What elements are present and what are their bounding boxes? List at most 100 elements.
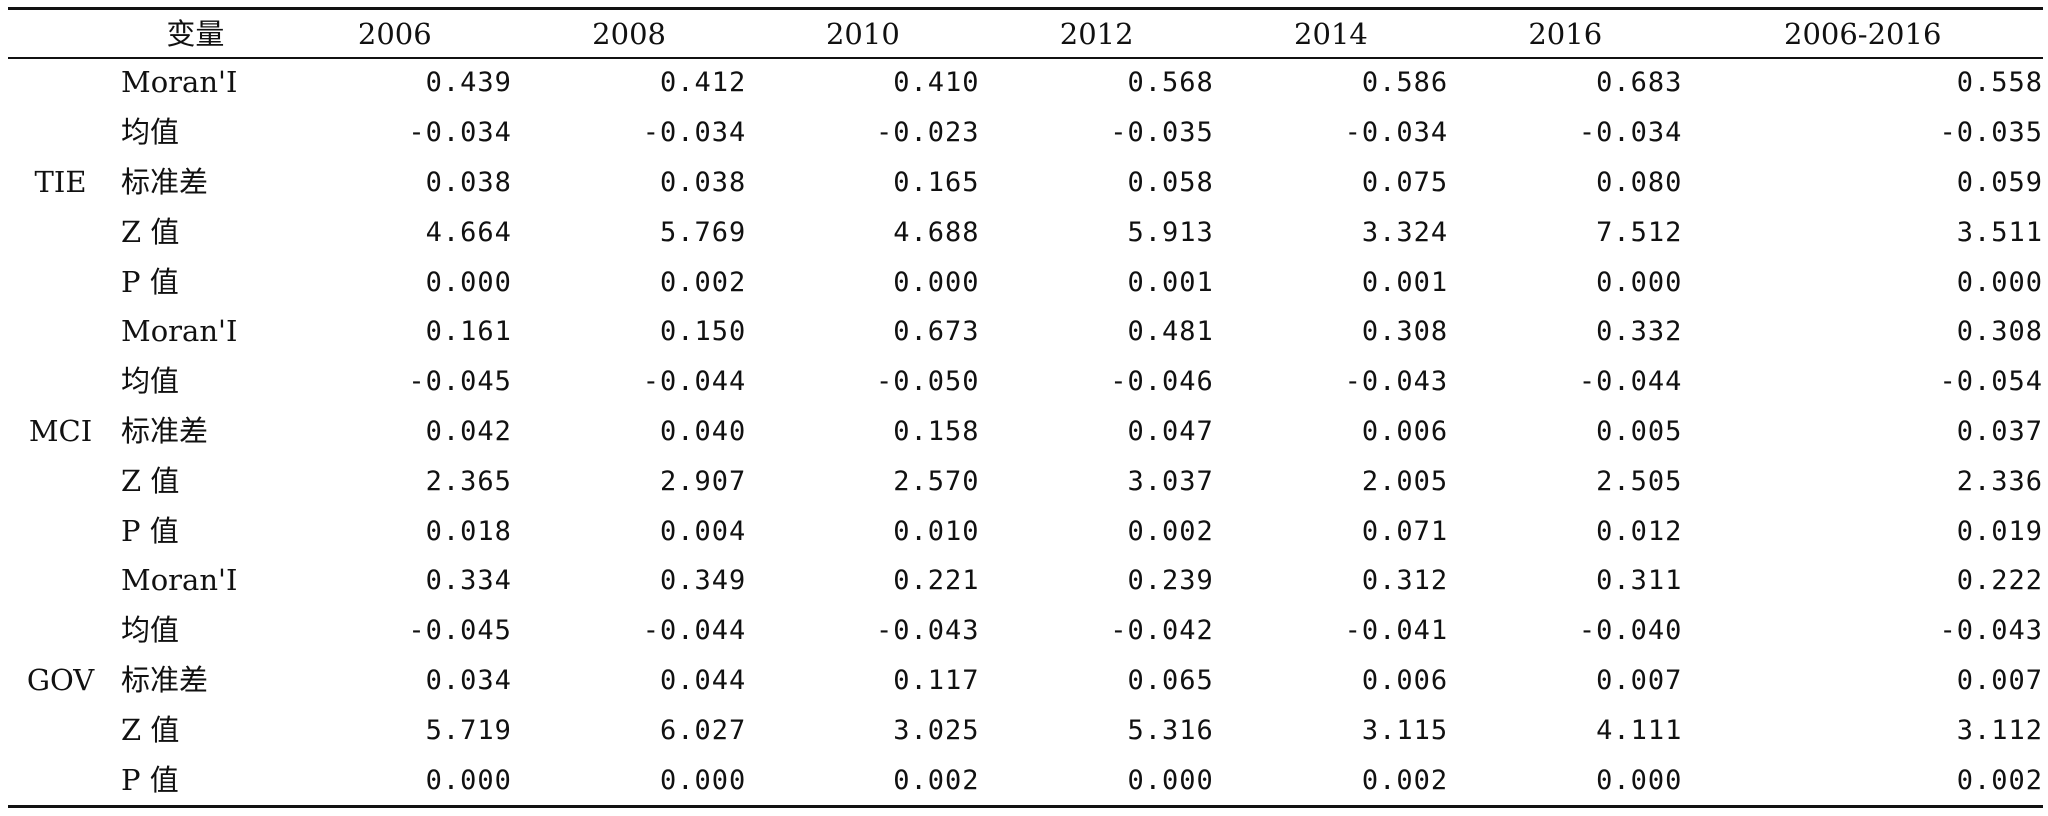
value-cell: 0.007 <box>1596 664 1683 696</box>
stat-label: Z 值 <box>121 463 180 498</box>
value-cell: 0.002 <box>659 266 747 298</box>
header-2008: 2008 <box>592 16 666 51</box>
stat-label: 均值 <box>121 115 180 150</box>
value-cell: 0.034 <box>425 664 512 696</box>
group-label <box>8 755 113 805</box>
stat-label: Moran'I <box>121 563 238 598</box>
value-cell: 0.019 <box>1956 515 2043 547</box>
table-row: P 值 0.000 0.000 0.002 0.000 0.002 0.000 0.002 <box>8 755 2043 805</box>
table-body: Moran'I 0.439 0.412 0.410 0.568 0.586 0.683 0.5… <box>8 58 2043 805</box>
stat-label: 标准差 <box>121 164 209 199</box>
stat-label: Moran'I <box>121 65 238 100</box>
value-cell: 3.025 <box>893 714 980 746</box>
table-row: 均值 -0.045 -0.044 -0.043 -0.042 -0.041 -0.040 -0… <box>8 606 2043 656</box>
table-row: Z 值 5.719 6.027 3.025 5.316 3.115 4.111 3.112 <box>8 705 2043 755</box>
value-cell: -0.044 <box>642 615 747 647</box>
top-rule <box>8 7 2043 10</box>
value-cell: 0.080 <box>1596 166 1683 198</box>
value-cell: 5.719 <box>425 714 512 746</box>
value-cell: 0.312 <box>1361 565 1449 597</box>
value-cell: 0.165 <box>893 166 980 198</box>
group-label <box>8 705 113 755</box>
value-cell: 5.316 <box>1127 714 1214 746</box>
value-cell: 0.001 <box>1361 266 1449 298</box>
value-cell: 0.006 <box>1361 664 1449 696</box>
table-row: MCI 标准差 0.042 0.040 0.158 0.047 0.006 0.005 0.03… <box>8 407 2043 457</box>
table-row: TIE 标准差 0.038 0.038 0.165 0.058 0.075 0.080 0.05… <box>8 158 2043 208</box>
group-label <box>8 506 113 556</box>
bottom-rule <box>8 805 2043 808</box>
table-row: Moran'I 0.334 0.349 0.221 0.239 0.312 0.311 0.2… <box>8 556 2043 606</box>
table-row: 均值 -0.034 -0.034 -0.023 -0.035 -0.034 -0.034 -0… <box>8 108 2043 158</box>
value-cell: 2.005 <box>1361 465 1449 497</box>
stat-label: 标准差 <box>121 413 209 448</box>
value-cell: 0.308 <box>1361 316 1449 348</box>
value-cell: 0.002 <box>1361 764 1449 796</box>
value-cell: -0.043 <box>1939 615 2043 647</box>
group-label: TIE <box>34 164 87 199</box>
value-cell: 2.336 <box>1956 465 2043 497</box>
header-2006-2016: 2006-2016 <box>1784 16 1942 51</box>
stat-label: 均值 <box>121 364 180 399</box>
stat-label: P 值 <box>121 264 179 299</box>
value-cell: 5.769 <box>659 216 747 248</box>
value-cell: -0.045 <box>408 366 512 398</box>
value-cell: -0.034 <box>642 117 747 149</box>
value-cell: 0.222 <box>1956 565 2043 597</box>
value-cell: -0.040 <box>1578 615 1683 647</box>
group-label <box>8 257 113 307</box>
value-cell: 0.349 <box>659 565 747 597</box>
group-label <box>8 606 113 656</box>
value-cell: 0.018 <box>425 515 512 547</box>
value-cell: 0.558 <box>1956 67 2043 99</box>
value-cell: 0.040 <box>659 415 747 447</box>
value-cell: 0.334 <box>425 565 512 597</box>
value-cell: 0.311 <box>1596 565 1683 597</box>
stat-label: 标准差 <box>121 662 209 697</box>
value-cell: -0.043 <box>1344 366 1449 398</box>
table-row: P 值 0.000 0.002 0.000 0.001 0.001 0.000 0.000 <box>8 257 2043 307</box>
value-cell: 0.001 <box>1127 266 1214 298</box>
value-cell: 0.000 <box>1127 764 1214 796</box>
value-cell: 0.683 <box>1596 67 1683 99</box>
value-cell: 0.006 <box>1361 415 1449 447</box>
table-row: Moran'I 0.161 0.150 0.673 0.481 0.308 0.332 0.3… <box>8 307 2043 357</box>
value-cell: 0.161 <box>425 316 512 348</box>
value-cell: -0.054 <box>1939 366 2043 398</box>
value-cell: 0.002 <box>1127 515 1214 547</box>
value-cell: 3.112 <box>1956 714 2043 746</box>
value-cell: -0.044 <box>1578 366 1683 398</box>
value-cell: 4.664 <box>425 216 512 248</box>
header-2012: 2012 <box>1059 16 1134 51</box>
value-cell: 0.038 <box>659 166 747 198</box>
group-label: GOV <box>26 662 95 697</box>
value-cell: 0.150 <box>659 316 747 348</box>
value-cell: 0.221 <box>893 565 980 597</box>
value-cell: 0.007 <box>1956 664 2043 696</box>
stat-label: Z 值 <box>121 712 180 747</box>
value-cell: 2.505 <box>1596 465 1683 497</box>
stat-label: Z 值 <box>121 214 180 249</box>
group-label <box>8 456 113 506</box>
header-row: 变量 2006 2008 2010 2012 2014 2016 2006-20… <box>8 10 2043 58</box>
value-cell: 0.002 <box>1956 764 2043 796</box>
table-row: 均值 -0.045 -0.044 -0.050 -0.046 -0.043 -0.044 -0… <box>8 357 2043 407</box>
value-cell: 0.005 <box>1596 415 1683 447</box>
stat-label: P 值 <box>121 762 179 797</box>
value-cell: -0.035 <box>1110 117 1214 149</box>
value-cell: 3.037 <box>1127 465 1214 497</box>
table-row: GOV 标准差 0.034 0.044 0.117 0.065 0.006 0.007 0.00… <box>8 656 2043 706</box>
value-cell: 6.027 <box>659 714 747 746</box>
value-cell: -0.044 <box>642 366 747 398</box>
stat-label: 均值 <box>121 613 180 648</box>
value-cell: 0.037 <box>1956 415 2043 447</box>
value-cell: 4.111 <box>1596 714 1683 746</box>
table-row: Z 值 2.365 2.907 2.570 3.037 2.005 2.505 2.336 <box>8 456 2043 506</box>
value-cell: 0.012 <box>1596 515 1683 547</box>
value-cell: 3.511 <box>1956 216 2043 248</box>
value-cell: 0.058 <box>1127 166 1214 198</box>
value-cell: -0.034 <box>1344 117 1449 149</box>
group-label <box>8 357 113 407</box>
moran-i-table: 变量 2006 2008 2010 2012 2014 2016 2006-20… <box>8 10 2043 805</box>
value-cell: 0.308 <box>1956 316 2043 348</box>
